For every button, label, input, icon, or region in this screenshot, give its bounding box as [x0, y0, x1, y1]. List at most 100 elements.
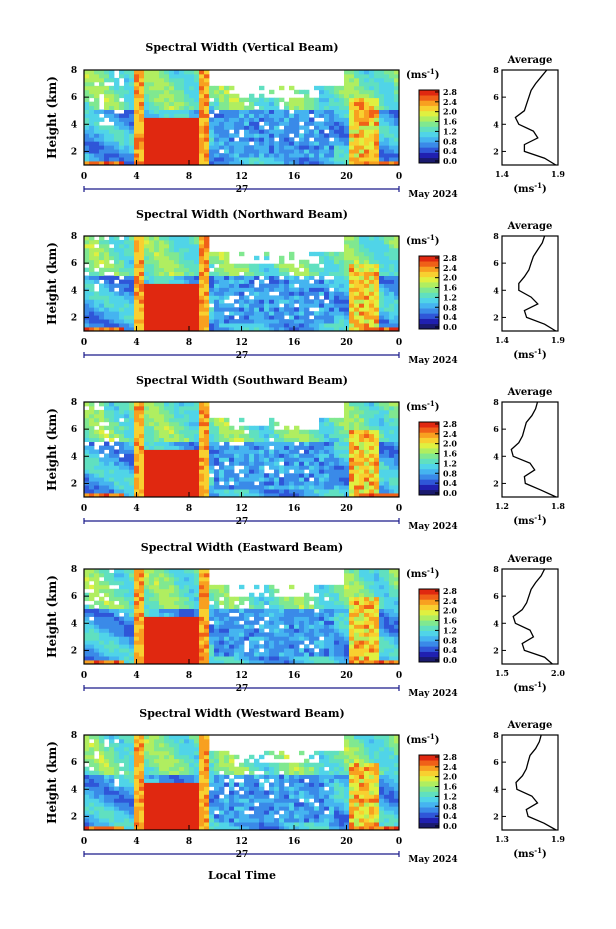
heatmap-cell: [224, 279, 230, 284]
heatmap-cell: [149, 425, 155, 431]
heatmap-cell: [119, 616, 125, 621]
heatmap-cell: [119, 592, 125, 598]
heatmap-cell: [289, 85, 295, 91]
heatmap-cell: [309, 437, 315, 442]
heatmap-cell: [279, 489, 285, 494]
heatmap-cell: [179, 85, 185, 91]
heatmap-cell: [249, 628, 255, 633]
heatmap-cell: [189, 303, 195, 308]
heatmap-cell: [154, 247, 160, 253]
heatmap-cell: [174, 453, 180, 458]
heatmap-cell: [189, 315, 195, 320]
heatmap-cell: [279, 153, 285, 158]
heatmap-cell: [254, 311, 260, 316]
heatmap-cell: [124, 275, 130, 280]
heatmap-cell: [359, 251, 365, 257]
heatmap-cell: [289, 121, 295, 126]
heatmap-cell: [364, 275, 370, 280]
heatmap-cell: [84, 311, 90, 316]
heatmap-cell: [269, 129, 275, 134]
heatmap-cell: [259, 445, 265, 450]
heatmap-cell: [329, 133, 335, 138]
heatmap-cell: [164, 81, 170, 87]
heatmap-cell: [249, 129, 255, 134]
heatmap-cell: [269, 588, 275, 594]
heatmap-cell: [119, 457, 125, 462]
heatmap-cell: [304, 295, 310, 300]
heatmap-cell: [129, 105, 135, 110]
heatmap: [84, 402, 400, 498]
heatmap-cell: [249, 137, 255, 142]
heatmap-cell: [129, 433, 135, 439]
heatmap-cell: [144, 101, 150, 107]
heatmap-cell: [344, 307, 350, 312]
heatmap-cell: [294, 271, 300, 276]
heatmap-cell: [149, 584, 155, 590]
heatmap-cell: [334, 89, 340, 95]
heatmap-cell: [154, 243, 160, 249]
heatmap-cell: [89, 315, 95, 320]
heatmap-cell: [239, 461, 245, 466]
heatmap-cell: [384, 236, 390, 241]
heatmap-cell: [129, 656, 135, 661]
heatmap-cell: [209, 319, 215, 324]
heatmap-cell: [219, 469, 225, 474]
heatmap-cell: [364, 445, 370, 450]
heatmap-cell: [84, 129, 90, 134]
heatmap-cell: [209, 584, 215, 590]
heatmap-cell: [394, 267, 400, 273]
heatmap-cell: [194, 656, 200, 661]
heatmap-cell: [259, 437, 265, 442]
heatmap-cell: [334, 433, 340, 439]
heatmap-cell: [234, 287, 240, 292]
heatmap-cell: [249, 303, 255, 308]
heatmap-cell: [274, 311, 280, 316]
heatmap-cell: [309, 493, 315, 498]
heatmap-cell: [164, 477, 170, 482]
heatmap-cell: [234, 485, 240, 490]
heatmap-cell: [99, 469, 105, 474]
heatmap-cell: [129, 239, 135, 245]
heatmap-cell: [169, 251, 175, 257]
heatmap-cell: [114, 421, 120, 427]
heatmap-cell: [194, 405, 200, 411]
heatmap-cell: [299, 153, 305, 158]
heatmap-cell: [299, 283, 305, 288]
heatmap-cell: [249, 437, 255, 442]
colorbar-segment: [419, 489, 439, 496]
heatmap-cell: [194, 445, 200, 450]
heatmap-cell: [304, 271, 310, 276]
heatmap-cell: [104, 425, 110, 431]
heatmap-cell: [159, 133, 165, 138]
heatmap-cell: [109, 425, 115, 431]
heatmap-cell: [164, 473, 170, 478]
heatmap-cell: [274, 445, 280, 450]
heatmap-cell: [349, 89, 355, 95]
heatmap-cell: [139, 251, 145, 257]
heatmap-cell: [134, 644, 140, 649]
heatmap-cell: [229, 473, 235, 478]
heatmap-cell: [154, 481, 160, 486]
heatmap-cell: [264, 588, 270, 594]
heatmap-cell: [249, 620, 255, 625]
heatmap-cell: [254, 429, 260, 435]
heatmap-cell: [319, 113, 325, 118]
heatmap-cell: [164, 449, 170, 454]
heatmap-cell: [119, 604, 125, 609]
heatmap-cell: [139, 129, 145, 134]
heatmap-cell: [384, 477, 390, 482]
heatmap-cell: [209, 652, 215, 657]
heatmap-cell: [94, 279, 100, 284]
heatmap-cell: [269, 303, 275, 308]
heatmap-cell: [349, 402, 355, 407]
heatmap-cell: [114, 157, 120, 162]
heatmap-cell: [254, 307, 260, 312]
heatmap-cell: [184, 271, 190, 276]
heatmap-cell: [304, 121, 310, 126]
heatmap-cell: [244, 125, 250, 130]
heatmap-cell: [139, 628, 145, 633]
heatmap-cell: [179, 417, 185, 423]
heatmap-cell: [329, 149, 335, 154]
heatmap-cell: [184, 105, 190, 110]
